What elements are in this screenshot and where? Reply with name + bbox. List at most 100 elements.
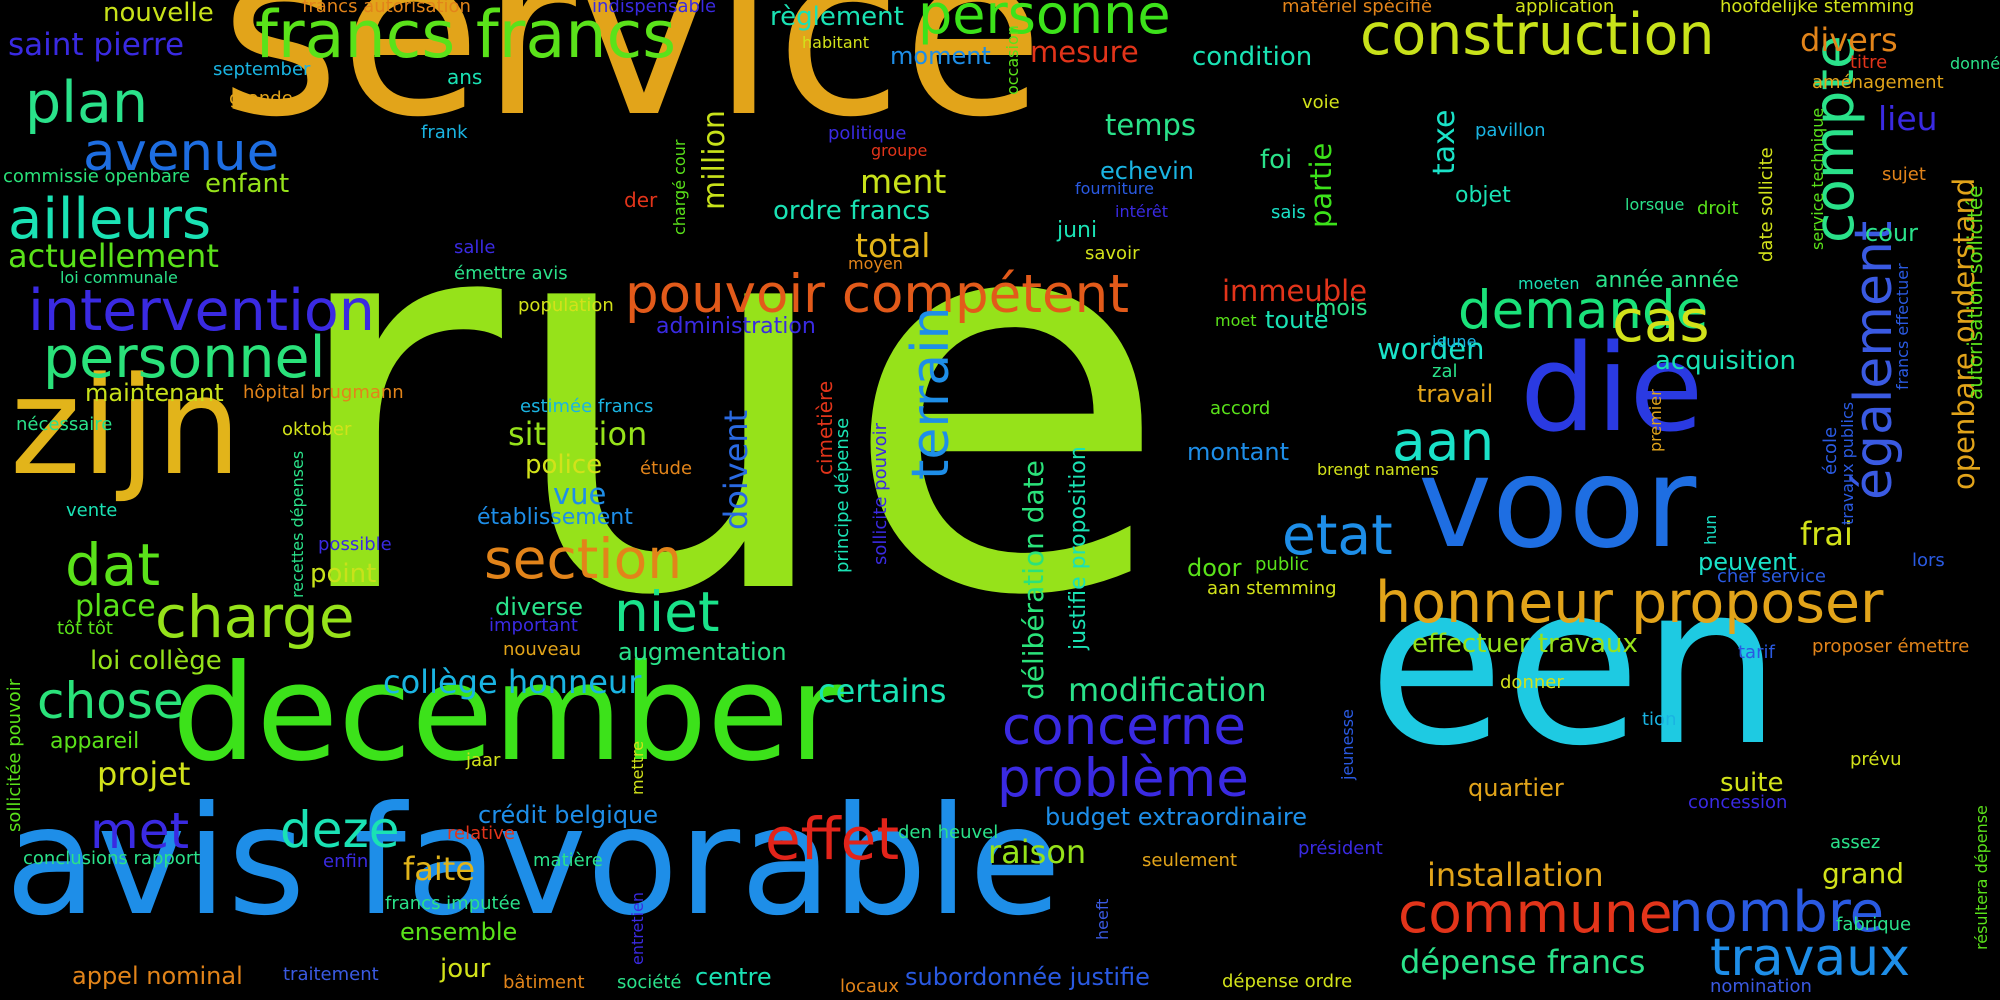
- word-subordonnee-justifie: subordonnée justifie: [905, 963, 1150, 991]
- word-vue: vue: [553, 477, 607, 511]
- word-construction: construction: [1360, 2, 1715, 68]
- word-nouveau: nouveau: [503, 639, 581, 660]
- word-seulement: seulement: [1142, 850, 1238, 871]
- word-appel-nominal: appel nominal: [72, 962, 243, 990]
- word-voie: voie: [1302, 92, 1340, 113]
- word-relative: relative: [447, 823, 515, 844]
- word-aan: aan: [1392, 409, 1495, 473]
- word-ailleurs: ailleurs: [8, 187, 212, 252]
- word-accord: accord: [1210, 398, 1271, 419]
- word-nouvelle: nouvelle: [103, 0, 214, 28]
- word-een: een: [1368, 537, 1782, 795]
- word-juni: juni: [1057, 218, 1098, 243]
- word-francs-autorisation: francs autorisation: [302, 0, 471, 17]
- word-intervention: intervention: [28, 278, 375, 344]
- word-hopital-brugmann: hôpital brugmann: [243, 382, 404, 403]
- word-modification: modification: [1068, 671, 1267, 709]
- word-taxe: taxe: [1427, 109, 1462, 175]
- word-depense-ordre: dépense ordre: [1222, 971, 1353, 992]
- word-fabrique: fabrique: [1836, 914, 1912, 935]
- word-commissie-openbare: commissie openbare: [3, 166, 190, 187]
- word-doivent: doivent: [717, 409, 755, 530]
- word-brengt-namens: brengt namens: [1317, 460, 1439, 479]
- word-traitement: traitement: [283, 964, 379, 985]
- word-appareil: appareil: [50, 729, 140, 754]
- word-honneur-proposer: honneur proposer: [1375, 570, 1884, 636]
- word-terrain: terrain: [901, 306, 961, 481]
- word-autorisation-sollicitee: autorisation sollicitée: [1963, 185, 1987, 400]
- word-cour: cour: [1865, 219, 1918, 247]
- word-moet: moet: [1215, 311, 1257, 330]
- word-temps: temps: [1105, 108, 1196, 142]
- word-quartier: quartier: [1468, 774, 1564, 802]
- word-occasion: occasion: [1003, 25, 1022, 95]
- word-montant: montant: [1187, 438, 1290, 466]
- word-conclusions-rapport: conclusions rapport: [23, 848, 201, 869]
- word-charge: charge: [155, 583, 355, 651]
- word-jaar: jaar: [466, 750, 501, 771]
- word-divers: divers: [1800, 21, 1898, 59]
- word-president: président: [1298, 838, 1383, 859]
- word-etude: étude: [640, 458, 693, 479]
- word-hoofdelijke-stemming: hoofdelijke stemming: [1720, 0, 1915, 17]
- word-personne: personne: [918, 0, 1171, 46]
- word-sais: sais: [1271, 202, 1306, 223]
- word-loi-communale: loi communale: [60, 268, 178, 287]
- word-estimee-francs: estimée francs: [520, 396, 654, 417]
- word-augmentation: augmentation: [618, 638, 787, 666]
- word-fourniture: fourniture: [1075, 179, 1154, 198]
- word-matiere: matière: [533, 850, 603, 871]
- word-possible: possible: [318, 534, 392, 555]
- word-francs-effectuer: francs effectuer: [1893, 263, 1912, 390]
- word-aan-stemming: aan stemming: [1207, 578, 1337, 599]
- word-administration: administration: [656, 314, 816, 339]
- word-grande: grande: [229, 88, 293, 109]
- word-pouvoir-competent: pouvoir compétent: [625, 264, 1130, 325]
- word-population: population: [518, 295, 614, 316]
- word-premier: premier: [1646, 389, 1665, 452]
- word-important: important: [489, 615, 578, 636]
- word-travaux-publics: travaux publics: [1838, 401, 1857, 525]
- word-effectuer-travaux: effectuer travaux: [1412, 629, 1638, 659]
- word-lorsque: lorsque: [1625, 195, 1685, 214]
- word-centre: centre: [695, 963, 772, 991]
- word-reglement: règlement: [770, 2, 904, 32]
- word-door: door: [1187, 554, 1242, 582]
- word-suite: suite: [1720, 768, 1784, 798]
- word-maintenant: maintenant: [85, 379, 224, 407]
- word-toute: toute: [1265, 306, 1329, 334]
- word-avis-favorable: avis favorable: [5, 775, 1062, 949]
- word-tot-tot: tôt tôt: [57, 618, 113, 639]
- word-societe: société: [617, 972, 682, 993]
- word-resultera-depense: résultera dépense: [1972, 805, 1991, 950]
- word-september: september: [213, 59, 311, 80]
- word-foi: foi: [1260, 145, 1293, 175]
- word-mesure: mesure: [1030, 35, 1139, 69]
- word-den-heuvel: den heuvel: [898, 822, 999, 843]
- word-application: application: [1515, 0, 1615, 17]
- word-prevu: prévu: [1850, 749, 1902, 770]
- word-jeune: jeune: [1432, 332, 1477, 351]
- word-titre: titre: [1850, 52, 1888, 73]
- word-total: total: [855, 226, 931, 265]
- word-travail: travail: [1417, 380, 1494, 408]
- word-donner: donner: [1500, 672, 1564, 693]
- word-actuellement: actuellement: [8, 237, 219, 275]
- word-cimetiere: cimetière: [813, 380, 837, 475]
- word-lors: lors: [1912, 550, 1945, 571]
- word-point: point: [310, 559, 377, 589]
- word-heeft: heeft: [1093, 898, 1112, 940]
- word-emettre-avis: émettre avis: [454, 263, 568, 284]
- word-diverse: diverse: [495, 593, 584, 621]
- word-pavillon: pavillon: [1475, 120, 1546, 141]
- word-deze: deze: [280, 801, 400, 859]
- word-echevin: echevin: [1100, 157, 1195, 185]
- word-police: police: [525, 450, 603, 480]
- word-section: section: [484, 527, 683, 591]
- word-vente: vente: [66, 500, 118, 521]
- word-moyen: moyen: [848, 254, 903, 273]
- word-mettre: mettre: [628, 740, 647, 795]
- word-nombre: nombre: [1668, 880, 1885, 945]
- word-service: service: [220, 0, 1044, 168]
